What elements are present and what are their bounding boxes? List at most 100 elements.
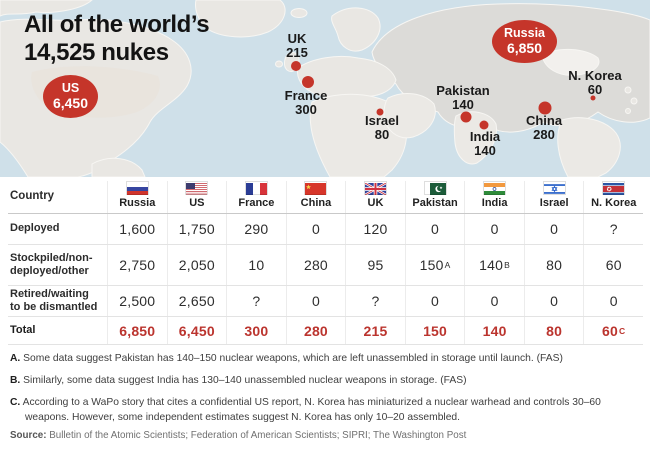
- column-header-name: Russia: [119, 197, 156, 209]
- table-header-row: Country Russia US France China UK Pakistan Indi…: [8, 181, 643, 214]
- map-label-france-name: France: [284, 88, 328, 103]
- map-label-israel-name: Israel: [365, 113, 399, 128]
- table-cell: 10: [226, 245, 286, 285]
- column-header-china: China: [285, 181, 346, 213]
- table-cell: 6,450: [166, 317, 227, 344]
- table-cell: 290: [226, 214, 286, 244]
- footnotes: A. Some data suggest Pakistan has 140–15…: [10, 352, 642, 433]
- us-bubble: US 6,450: [43, 75, 98, 118]
- table-cell: 1,600: [107, 214, 167, 244]
- table-cell: 0: [285, 286, 346, 316]
- flag-china-icon: [304, 181, 328, 195]
- map-label-uk-value: 215: [286, 45, 308, 61]
- table-cell: ?: [226, 286, 286, 316]
- table-cell: ?: [345, 286, 405, 316]
- column-header-india: India: [464, 181, 524, 213]
- us-bubble-value: 6,450: [52, 95, 89, 112]
- title-line-1: All of the world’s: [24, 11, 210, 38]
- map-label-pakistan-value: 140: [452, 97, 474, 113]
- column-header-name: China: [300, 197, 332, 209]
- table-cell: 0: [523, 286, 584, 316]
- column-header-name: Pakistan: [412, 197, 458, 209]
- map-label-china: China 280: [526, 113, 562, 143]
- table-cell: 280: [285, 245, 346, 285]
- table-cell: 215: [345, 317, 405, 344]
- footnote-letter: C.: [10, 397, 21, 409]
- page-title: All of the world’s 14,525 nukes: [24, 11, 210, 67]
- source-line: Source: Bulletin of the Atomic Scientist…: [10, 430, 466, 441]
- footnote-letter: B.: [10, 375, 21, 387]
- map-label-nkorea: N. Korea 60: [568, 68, 622, 98]
- map-label-france-value: 300: [295, 102, 317, 118]
- column-header-israel: Israel: [523, 181, 584, 213]
- map-label-india-name: India: [469, 129, 501, 144]
- table-cell: 60: [583, 245, 643, 285]
- table-cell: 300: [226, 317, 286, 344]
- table-cell: 0: [404, 286, 465, 316]
- map-label-israel: Israel 80: [365, 113, 399, 142]
- footnote-letter: A.: [10, 353, 21, 364]
- russia-bubble: Russia 6,850: [492, 20, 557, 63]
- map-label-nkorea-name: N. Korea: [568, 68, 622, 83]
- table-cell: 6,850: [107, 317, 167, 344]
- map-label-india-value: 140: [474, 143, 496, 159]
- row-label: Total: [10, 323, 36, 336]
- flag-uk-icon: [363, 181, 387, 197]
- title-line-2: 14,525 nukes: [24, 39, 169, 66]
- country-column-header: Country: [10, 190, 55, 203]
- table-cell: 80: [523, 317, 584, 344]
- table-cell: 1,750: [166, 214, 227, 244]
- column-header-name: Israel: [539, 197, 569, 209]
- table-cell: 2,500: [107, 286, 167, 316]
- column-header-name: US: [189, 197, 205, 209]
- flag-india-icon: [483, 181, 507, 195]
- column-header-name: India: [481, 197, 508, 209]
- table-cell: 0: [404, 214, 465, 244]
- table-cell: 140 B: [464, 245, 524, 285]
- map-label-nkorea-value: 60: [587, 82, 603, 98]
- table-cell: 0: [583, 286, 643, 316]
- column-header-nkorea: N. Korea: [583, 181, 643, 213]
- source-label: Source:: [10, 430, 47, 441]
- table-cell: 120: [345, 214, 405, 244]
- marker-dot-france: [302, 76, 314, 88]
- table-cell: 2,050: [166, 245, 227, 285]
- marker-dot-pakistan: [460, 111, 472, 123]
- column-header-france: France: [226, 181, 286, 213]
- table-row-total: Total 6,850 6,450 300 280 215 150 140 80 60 C: [8, 317, 643, 345]
- table-cell: 0: [464, 286, 524, 316]
- flag-russia-icon: [125, 181, 149, 195]
- map-label-france: France 300: [284, 88, 328, 118]
- marker-dot-india: [479, 120, 489, 130]
- table-cell: 150 A: [404, 245, 465, 285]
- footnote-b: B. Similarly, some data suggest India ha…: [10, 375, 467, 387]
- row-label: Deployed: [10, 222, 60, 235]
- map-label-uk: UK 215: [286, 31, 308, 61]
- table-row-1: Stockpiled/non-deployed/other 2,750 2,050 1…: [8, 245, 643, 286]
- table-row-2: Retired/waiting to be dismantled 2,500 2,65…: [8, 286, 643, 317]
- row-label: Stockpiled/non-deployed/other: [10, 251, 93, 277]
- map-label-china-value: 280: [533, 127, 555, 143]
- flag-pakistan-icon: [423, 181, 447, 195]
- table-cell: 2,650: [166, 286, 227, 316]
- table-cell: 0: [285, 214, 346, 244]
- marker-dot-israel: [376, 108, 384, 116]
- source-text: Bulletin of the Atomic Scientists; Feder…: [49, 430, 467, 441]
- column-header-us: US: [166, 181, 227, 213]
- marker-dot-uk: [291, 61, 301, 71]
- table-cell: 2,750: [107, 245, 167, 285]
- map-label-india: India 140: [469, 129, 501, 159]
- column-header-pakistan: Pakistan: [404, 181, 465, 213]
- row-label: Retired/waiting to be dismantled: [10, 287, 98, 313]
- table-cell: 60 C: [583, 317, 643, 344]
- table-cell: 280: [285, 317, 346, 344]
- flag-us-icon: [185, 181, 209, 195]
- flag-israel-icon: [542, 181, 566, 195]
- table-cell: 150: [404, 317, 465, 344]
- column-header-name: UK: [367, 197, 384, 209]
- table-row-0: Deployed 1,600 1,750 290 0 120 0 0 0?: [8, 214, 643, 245]
- flag-france-icon: [244, 181, 268, 195]
- marker-dot-nkorea: [590, 95, 596, 101]
- nukes-table: Country Russia US France China UK Pakistan Indi…: [8, 181, 643, 345]
